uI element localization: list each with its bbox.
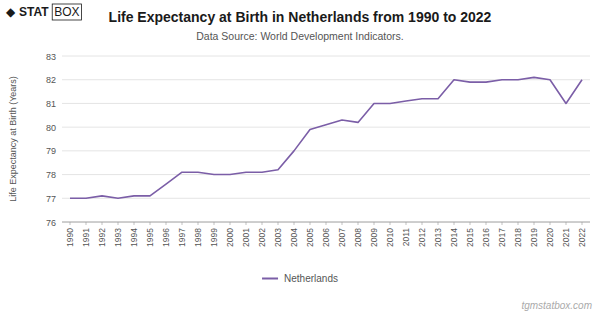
watermark: tgmstatbox.com: [521, 300, 592, 311]
x-tick-label: 1998: [193, 228, 203, 247]
title: Life Expectancy at Birth in Netherlands …: [109, 9, 492, 25]
y-tick-label: 78: [46, 170, 56, 180]
x-tick: [406, 222, 407, 225]
x-tick: [518, 222, 519, 225]
x-tick-label: 2010: [385, 228, 395, 247]
x-tick: [582, 222, 583, 225]
x-tick-label: 1995: [145, 228, 155, 247]
x-tick-label: 1992: [97, 228, 107, 247]
x-tick-label: 2003: [273, 228, 283, 247]
x-tick-label: 2014: [449, 228, 459, 247]
x-tick-label: 2021: [561, 228, 571, 247]
x-tick-label: 2004: [289, 228, 299, 247]
x-tick-label: 2002: [257, 228, 267, 247]
grid-line: [62, 56, 590, 57]
grid-line: [62, 198, 590, 199]
x-tick: [278, 222, 279, 225]
x-tick: [230, 222, 231, 225]
x-tick-label: 2022: [577, 228, 587, 247]
y-tick-label: 80: [46, 123, 56, 133]
x-tick: [294, 222, 295, 225]
x-tick: [358, 222, 359, 225]
x-tick-label: 2012: [417, 228, 427, 247]
x-tick-label: 2017: [497, 228, 507, 247]
legend: Netherlands: [262, 273, 338, 284]
x-tick: [310, 222, 311, 225]
x-tick: [166, 222, 167, 225]
logo-text: ◆: [6, 5, 16, 19]
line: [70, 77, 582, 198]
x-tick: [534, 222, 535, 225]
x-tick: [486, 222, 487, 225]
x-tick-label: 2018: [513, 228, 523, 247]
x-tick-label: 2013: [433, 228, 443, 247]
x-tick-label: 1996: [161, 228, 171, 247]
grid-line: [62, 103, 590, 104]
subtitle: Data Source: World Development Indicator…: [196, 30, 404, 42]
y-axis: 76 77 78 79 80 81 82 83: [46, 52, 590, 228]
y-axis-label: Life Expectancy at Birth (Years): [8, 76, 18, 202]
x-tick: [374, 222, 375, 225]
x-tick-label: 1999: [209, 228, 219, 247]
x-tick: [182, 222, 183, 225]
x-tick-label: 1997: [177, 228, 187, 247]
logo-text: BOX: [54, 5, 79, 19]
x-tick: [438, 222, 439, 225]
grid-line: [62, 127, 590, 128]
x-tick-label: 2011: [401, 228, 411, 247]
x-tick-label: 1990: [65, 228, 75, 247]
x-tick: [198, 222, 199, 225]
x-tick: [390, 222, 391, 225]
x-tick-label: 2019: [529, 228, 539, 247]
logo-text: STAT: [19, 5, 49, 19]
x-tick: [150, 222, 151, 225]
x-tick-label: 1994: [129, 228, 139, 247]
y-tick-label: 76: [46, 218, 56, 228]
x-tick: [502, 222, 503, 225]
x-tick: [454, 222, 455, 225]
grid-line: [62, 174, 590, 175]
x-tick-label: 2001: [241, 228, 251, 247]
x-tick: [326, 222, 327, 225]
legend-swatch: [262, 278, 278, 280]
x-tick-label: 2020: [545, 228, 555, 247]
legend-label: Netherlands: [284, 273, 338, 284]
y-tick-label: 81: [46, 99, 56, 109]
grid-line: [62, 150, 590, 151]
x-tick: [422, 222, 423, 225]
x-tick-label: 1991: [81, 228, 91, 247]
y-tick-label: 82: [46, 75, 56, 85]
x-tick-label: 2007: [337, 228, 347, 247]
x-tick: [470, 222, 471, 225]
x-tick-label: 1993: [113, 228, 123, 247]
x-tick-label: 2005: [305, 228, 315, 247]
x-tick-label: 2009: [369, 228, 379, 247]
x-tick-label: 2000: [225, 228, 235, 247]
y-tick-label: 83: [46, 52, 56, 62]
logo-box: [52, 4, 81, 20]
x-tick-label: 2015: [465, 228, 475, 247]
x-tick: [86, 222, 87, 225]
x-axis: 1990 1991 1992 1993 1994 1995 1996 1997 1998 1999…: [62, 222, 590, 247]
x-tick: [118, 222, 119, 225]
x-tick: [566, 222, 567, 225]
x-tick: [342, 222, 343, 225]
chart: Life Expectancy at Birth in Netherlands …: [0, 0, 600, 314]
y-tick-label: 77: [46, 194, 56, 204]
x-tick: [550, 222, 551, 225]
x-tick: [70, 222, 71, 225]
plot-area: [70, 77, 582, 198]
x-tick: [246, 222, 247, 225]
y-tick-label: 79: [46, 146, 56, 156]
x-tick-label: 2016: [481, 228, 491, 247]
x-tick: [262, 222, 263, 225]
x-tick-label: 2006: [321, 228, 331, 247]
x-tick-label: 2008: [353, 228, 363, 247]
x-tick: [214, 222, 215, 225]
x-tick: [102, 222, 103, 225]
x-tick: [134, 222, 135, 225]
